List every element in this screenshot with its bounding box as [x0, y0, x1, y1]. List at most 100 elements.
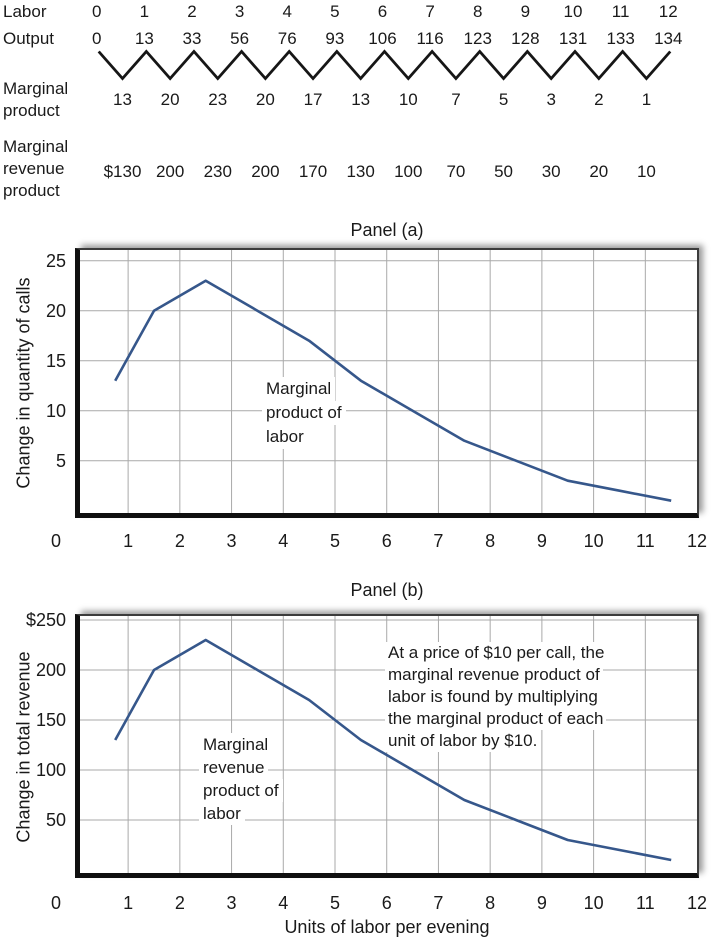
x-tick-label: 6 — [381, 531, 392, 551]
labor-value: 10 — [563, 2, 583, 21]
labor-value: 12 — [658, 2, 678, 21]
y-tick-label: 150 — [35, 710, 66, 730]
x-tick-label: 3 — [226, 531, 237, 551]
y-tick-label: 5 — [55, 450, 66, 471]
labor-value: 6 — [377, 2, 388, 21]
labor-value: 0 — [91, 2, 102, 21]
panel-a-plot-area — [75, 248, 699, 518]
x-tick-label: 5 — [329, 531, 341, 551]
panel-a-chart-svg — [80, 250, 697, 513]
marginal-revenue-product-value: 230 — [203, 162, 232, 181]
marginal-revenue-product-value: 200 — [251, 162, 280, 181]
zigzag-path — [97, 49, 672, 81]
marginal-revenue-product-row-label: Marginal revenue product — [3, 137, 69, 200]
marginal-product-value: 7 — [451, 90, 461, 109]
y-tick-label: 200 — [35, 660, 66, 680]
marginal-product-value: 20 — [160, 90, 180, 109]
labor-value: 8 — [473, 2, 483, 21]
y-tick-label: 10 — [45, 400, 66, 421]
marginal-product-value: 23 — [208, 90, 228, 109]
x-tick-label: 2 — [174, 531, 185, 551]
marginal-product-value: 13 — [113, 90, 132, 109]
x-tick-label: 1 — [123, 893, 134, 913]
x-tick-label: 9 — [536, 531, 547, 551]
y-tick-label: 20 — [45, 300, 66, 321]
output-value: 131 — [558, 29, 588, 48]
output-value: 76 — [277, 29, 297, 48]
labor-value: 4 — [282, 2, 292, 21]
x-tick-label: 9 — [536, 893, 547, 913]
x-tick-label: 11 — [635, 531, 655, 551]
marginal-revenue-product-value: 70 — [446, 162, 466, 181]
x-tick-label: 8 — [485, 531, 496, 551]
panel-b-title: Panel (b) — [350, 580, 424, 600]
y-tick-label: 50 — [45, 810, 66, 830]
x-tick-label: 10 — [583, 531, 604, 551]
data-curve — [114, 279, 672, 502]
output-value: 123 — [463, 29, 492, 48]
x-tick-label: 1 — [123, 531, 134, 551]
y-tick-label: 100 — [35, 760, 66, 780]
labor-value: 9 — [520, 2, 531, 21]
curve-label-line: labor — [199, 802, 245, 825]
annotation-line: labor is found by multiplying — [385, 686, 601, 708]
output-value: 0 — [91, 29, 102, 48]
x-tick-label: 2 — [174, 893, 185, 913]
labor-value: 7 — [425, 2, 435, 21]
marginal-revenue-product-value: $130 — [103, 162, 142, 181]
panel-a-title: Panel (a) — [350, 220, 424, 240]
output-value: 33 — [182, 29, 202, 48]
marginal-product-value: 20 — [255, 90, 275, 109]
annotation-line: unit of labor by $10. — [385, 730, 541, 752]
labor-row-label: Labor — [3, 2, 47, 21]
labor-value: 3 — [234, 2, 245, 21]
marginal-product-value: 2 — [594, 90, 604, 109]
y-tick-label: 25 — [45, 250, 66, 271]
marginal-product-value: 1 — [641, 90, 652, 109]
panel-a-curve-label: Marginal product of labor — [262, 377, 346, 449]
x-tick-label: 4 — [278, 893, 289, 913]
x-tick-label: 7 — [433, 893, 444, 913]
marginal-revenue-product-value: 130 — [346, 162, 375, 181]
panel-b-x-axis-label: Units of labor per evening — [284, 917, 490, 937]
output-value: 128 — [511, 29, 540, 48]
x-tick-label: 0 — [50, 893, 62, 913]
curve-label-line: product of — [262, 401, 346, 425]
x-tick-label: 5 — [329, 893, 341, 913]
output-value: 134 — [654, 29, 683, 48]
marginal-revenue-product-value: 20 — [589, 162, 609, 181]
marginal-revenue-product-value: 10 — [636, 162, 656, 181]
x-tick-label: 6 — [381, 893, 392, 913]
y-tick-label: 15 — [45, 350, 66, 371]
marginal-revenue-product-value: 170 — [298, 162, 328, 181]
production-table: Labor Output Marginal product Marginal r… — [0, 0, 720, 210]
panel-b-curve-label: Marginal revenue product of labor — [199, 733, 283, 825]
annotation-line: the marginal product of each — [385, 708, 607, 730]
x-tick-label: 12 — [687, 893, 708, 913]
marginal-product-value: 10 — [398, 90, 418, 109]
output-value: 93 — [325, 29, 345, 48]
x-tick-label: 3 — [226, 893, 237, 913]
marginal-product-value: 3 — [546, 90, 556, 109]
output-value: 116 — [416, 29, 444, 48]
output-value: 106 — [368, 29, 397, 48]
x-tick-label: 10 — [583, 893, 604, 913]
y-tick-label: $250 — [25, 610, 66, 630]
labor-value: 5 — [330, 2, 340, 21]
marginal-revenue-product-value: 30 — [541, 162, 561, 181]
data-curve — [114, 638, 672, 862]
x-tick-label: 4 — [278, 531, 289, 551]
zigzag-connector — [97, 49, 672, 81]
annotation-line: At a price of $10 per call, the — [385, 642, 608, 664]
x-tick-label: 0 — [50, 531, 62, 551]
x-tick-label: 7 — [433, 531, 444, 551]
x-tick-label: 12 — [687, 531, 708, 551]
curve-label-line: labor — [262, 425, 308, 449]
output-value: 56 — [230, 29, 250, 48]
annotation-line: marginal revenue product of — [385, 664, 603, 686]
labor-value: 2 — [187, 2, 197, 21]
labor-value: 1 — [139, 2, 150, 21]
x-tick-label: 11 — [635, 893, 655, 913]
curve-label-line: product of — [199, 779, 283, 802]
